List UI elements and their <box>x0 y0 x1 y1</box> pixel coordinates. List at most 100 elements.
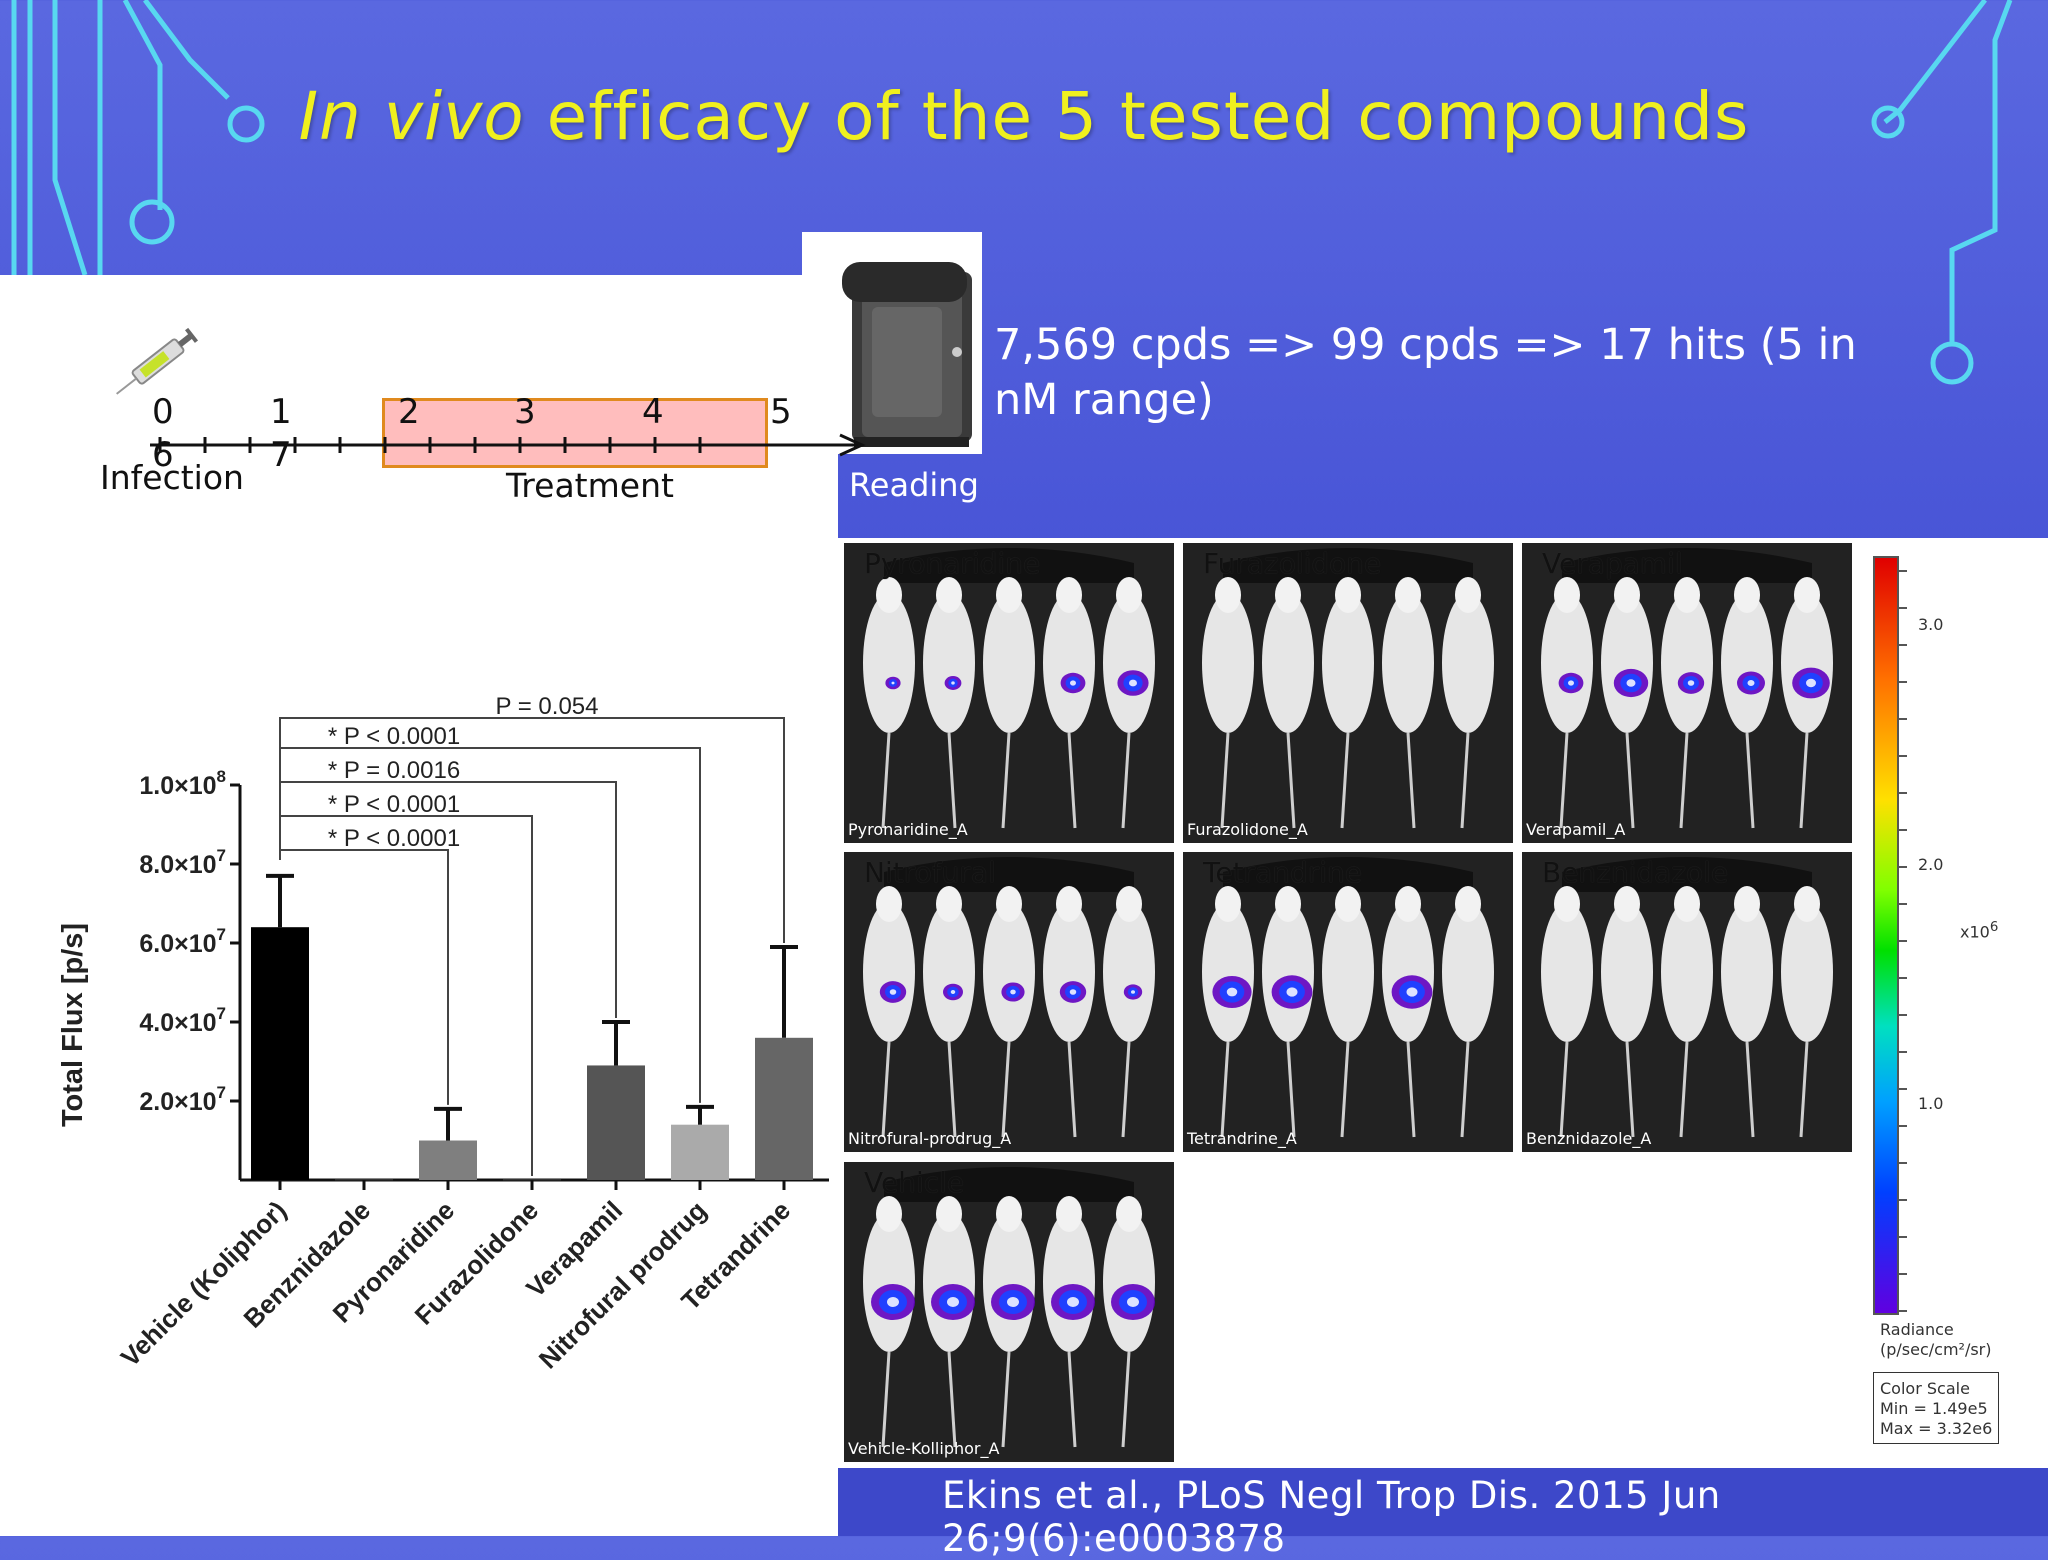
y-tick-label: 8.0×107 <box>139 846 226 879</box>
signal-spot <box>1568 680 1574 686</box>
mouse <box>1103 577 1155 829</box>
signal-spot <box>887 1297 899 1307</box>
mice-image <box>863 1167 1155 1448</box>
chart-panel-background <box>0 275 838 1536</box>
y-tick-label: 4.0×107 <box>139 1004 226 1037</box>
signal-spot <box>1067 1297 1079 1307</box>
colorbar-multiplier: x106 <box>1960 920 1999 942</box>
y-tick-label: 2.0×107 <box>139 1083 226 1116</box>
mice-image <box>1202 548 1494 829</box>
imaging-panel: Verapamil Verapamil_A <box>1522 543 1852 843</box>
imaging-panel: Nitrofural Nitrofural-prodrug_A <box>844 852 1174 1152</box>
signal-spot <box>891 681 895 685</box>
mouse <box>923 1196 975 1448</box>
mouse <box>863 886 915 1138</box>
panel-title: Verapamil <box>1542 547 1683 580</box>
radiance-colorbar <box>1873 556 1899 1315</box>
bar <box>671 1124 729 1180</box>
signal-spot <box>1806 678 1816 688</box>
imaging-panel: Benznidazole Benznidazole_A <box>1522 852 1852 1152</box>
signal-spot <box>1747 680 1755 686</box>
panel-title: Pyronaridine <box>864 547 1041 580</box>
colorbar-tick-mark <box>1897 829 1907 831</box>
mouse <box>923 886 975 1138</box>
colorbar-tick-mark <box>1897 1088 1907 1090</box>
signal-spot <box>1127 1297 1139 1307</box>
imager-icon-box <box>802 232 982 454</box>
timeline-day-2: 2 <box>398 392 420 432</box>
signal-spot <box>1129 679 1137 687</box>
panel-label: Vehicle-Kolliphor_A <box>848 1439 1000 1458</box>
mouse <box>1262 577 1314 829</box>
bar <box>503 1178 561 1181</box>
mouse <box>1262 886 1314 1138</box>
timeline-day-6: 6 <box>152 435 174 475</box>
mouse <box>1442 886 1494 1138</box>
signal-spot <box>1010 989 1016 995</box>
mouse <box>1781 577 1833 829</box>
treatment-label: Treatment <box>506 466 674 505</box>
timeline-day-3: 3 <box>514 392 536 432</box>
colorbar-tick-mark <box>1897 1199 1907 1201</box>
bar <box>755 1037 813 1180</box>
treatment-window <box>382 398 768 468</box>
y-tick-label: 6.0×107 <box>139 925 226 958</box>
mouse <box>923 577 975 829</box>
bar <box>419 1140 477 1180</box>
colorbar-tick-mark <box>1897 644 1907 646</box>
colorbar-unit: Radiance (p/sec/cm²/sr) <box>1880 1320 1992 1359</box>
timeline-day-7: 7 <box>270 435 292 475</box>
footer-band <box>838 1468 2048 1536</box>
colorbar-tick-mark <box>1897 1310 1907 1312</box>
mouse <box>983 577 1035 829</box>
imaging-panel: Pyronaridine Pyronaridine_A <box>844 543 1174 843</box>
colorbar-tick-mark <box>1897 681 1907 683</box>
panel-title: Vehicle <box>864 1166 965 1199</box>
significance-label: * P < 0.0001 <box>328 723 460 750</box>
colorbar-tick-mark <box>1897 1273 1907 1275</box>
signal-spot <box>1131 990 1135 994</box>
panel-label: Nitrofural-prodrug_A <box>848 1129 1012 1148</box>
syringe-icon <box>116 327 199 395</box>
y-axis-label: Total Flux [p/s] <box>57 923 89 1127</box>
mouse <box>1541 577 1593 829</box>
imaging-panel: Tetrandrine Tetrandrine_A <box>1183 852 1513 1152</box>
timeline-axis <box>150 433 866 457</box>
mouse <box>863 577 915 829</box>
mouse <box>1601 577 1653 829</box>
timeline-day-1: 1 <box>270 392 292 432</box>
bar <box>587 1065 645 1180</box>
colorbar-tick-mark <box>1897 570 1907 572</box>
colorbar-tick-mark <box>1897 718 1907 720</box>
mice-image <box>1541 857 1833 1138</box>
timeline-day-5: 5 <box>770 392 792 432</box>
signal-spot <box>950 990 956 994</box>
colorbar-tick-3: 3.0 <box>1918 615 1944 634</box>
mice-image <box>1541 548 1833 829</box>
significance-label: * P < 0.0001 <box>328 791 460 818</box>
signal-spot <box>889 989 897 995</box>
signal-spot <box>1286 987 1298 997</box>
mouse <box>1781 886 1833 1138</box>
mouse <box>1721 886 1773 1138</box>
mouse <box>1103 886 1155 1138</box>
signal-spot <box>951 681 955 685</box>
colorbar-tick-2: 2.0 <box>1918 855 1944 874</box>
bar-chart: Total Flux [p/s] 2.0×107 4.0×107 6.0×107 8.… <box>57 693 829 1375</box>
panel-title: Furazolidone <box>1203 547 1382 580</box>
mouse <box>1601 886 1653 1138</box>
colorbar-tick-mark <box>1897 1125 1907 1127</box>
slide-title: In vivo efficacy of the 5 tested compoun… <box>298 78 1750 155</box>
panel-title: Nitrofural <box>864 856 996 889</box>
signal-spot <box>1226 987 1238 997</box>
significance-label: * P < 0.0001 <box>328 825 460 852</box>
colorbar-tick-mark <box>1897 755 1907 757</box>
colorbar-tick-1: 1.0 <box>1918 1094 1944 1113</box>
mouse <box>1382 886 1434 1138</box>
signal-spot <box>1069 989 1077 995</box>
mouse <box>1202 886 1254 1138</box>
signal-spot <box>1626 679 1636 687</box>
bar <box>335 1178 393 1181</box>
bar <box>251 927 309 1180</box>
screening-summary: 7,569 cpds => 99 cpds => 17 hits (5 in n… <box>994 320 1857 425</box>
